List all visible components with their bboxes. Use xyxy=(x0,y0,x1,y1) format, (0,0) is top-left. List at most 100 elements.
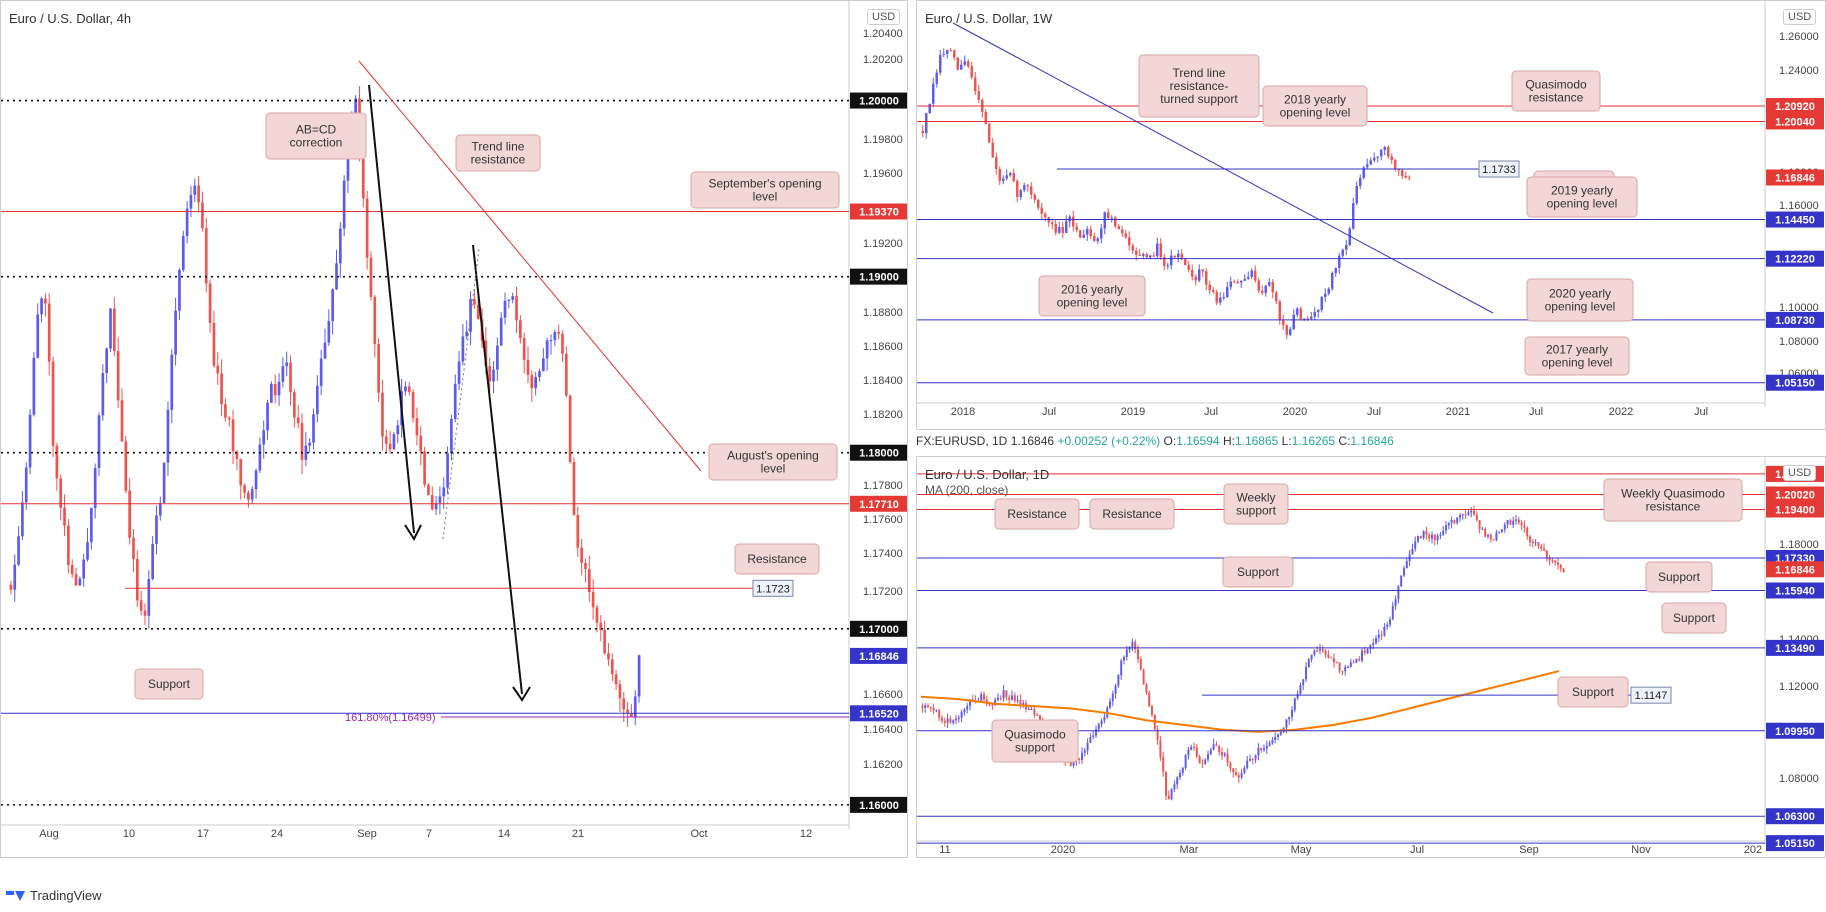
candle-body xyxy=(231,419,235,452)
candle-body xyxy=(17,536,20,565)
candle-body xyxy=(1177,253,1180,258)
candle-body xyxy=(1369,645,1372,649)
annotation-text: 2017 yearly xyxy=(1546,343,1608,357)
candle-body xyxy=(1201,763,1204,765)
candle-body xyxy=(158,502,162,516)
candle-body xyxy=(1170,789,1173,800)
annotation-box xyxy=(1223,483,1289,525)
fib-extension-label: 161.80%(1.16499) xyxy=(345,712,436,724)
candle-body xyxy=(365,198,369,258)
chart-1w-currency-button[interactable]: USD xyxy=(1783,9,1817,25)
candle-body xyxy=(266,402,269,431)
y-tick-label: 1.24000 xyxy=(1779,65,1819,77)
candle-body xyxy=(427,484,430,496)
chart-4h-currency-button[interactable]: USD xyxy=(867,9,901,25)
candle-body xyxy=(946,718,949,723)
candle-body xyxy=(1058,227,1061,233)
chart-1d-currency-button[interactable]: USD xyxy=(1783,465,1817,481)
candle-body xyxy=(116,351,120,401)
chart-1d-plot[interactable]: 1.180001.140001.120001.08000112020MarMay… xyxy=(917,457,1826,858)
tradingview-footer[interactable]: TradingView xyxy=(6,888,102,903)
candle-body xyxy=(1327,654,1330,658)
candle-body xyxy=(1523,525,1526,528)
candle-body xyxy=(1285,325,1288,335)
candle-body xyxy=(90,508,93,543)
candle-body xyxy=(289,362,292,393)
candle-body xyxy=(9,584,13,590)
candle-body xyxy=(1394,599,1397,607)
candle-body xyxy=(974,77,977,92)
candle-body xyxy=(1363,650,1366,653)
candle-body xyxy=(1278,301,1281,321)
candle-body xyxy=(1037,199,1040,208)
x-tick-label: 202 xyxy=(1744,844,1762,856)
candle-body xyxy=(1285,719,1288,728)
y-tick-label: 1.17200 xyxy=(863,586,903,598)
x-tick-label: Jul xyxy=(1367,406,1381,418)
candle-body xyxy=(212,322,216,366)
candle-body xyxy=(44,298,47,304)
chart-4h-plot[interactable]: 1.20400 1.20200 1.19800 1.19600 1.19200 1.188… xyxy=(1,1,908,858)
ma-indicator-label[interactable]: MA (200, close) xyxy=(925,483,1009,497)
candle-body xyxy=(1274,736,1277,740)
candle-body xyxy=(201,202,204,229)
candle-body xyxy=(1317,309,1320,312)
candle-body xyxy=(995,157,998,170)
candle-body xyxy=(78,578,82,586)
annotation-text: August's opening xyxy=(727,449,819,463)
quote-low: 1.16265 xyxy=(1291,434,1336,448)
candle-body xyxy=(1375,637,1377,644)
candle-body xyxy=(1271,281,1274,293)
candle-body xyxy=(1355,185,1358,204)
candle-body xyxy=(143,610,147,616)
level-box-tag xyxy=(1630,686,1672,704)
y-tick-label: 1.16200 xyxy=(863,759,903,771)
chart-1w-panel[interactable]: 1.260001.240001.220001.180001.160001.100… xyxy=(916,0,1826,430)
candle-body xyxy=(1320,296,1323,310)
y-tick-label: 1.18800 xyxy=(863,307,903,319)
candle-body xyxy=(1265,745,1268,749)
price-tag xyxy=(850,444,907,461)
candle-body xyxy=(1100,720,1103,725)
candle-body xyxy=(1531,541,1534,544)
candle-body xyxy=(522,338,526,360)
candle-body xyxy=(1219,297,1222,303)
candle-body xyxy=(1012,173,1015,182)
candle-body xyxy=(991,704,994,706)
candle-body xyxy=(1002,690,1005,699)
annotation-text: 2018 yearly xyxy=(1284,93,1346,107)
candle-body xyxy=(1352,662,1355,664)
candle-body xyxy=(929,707,932,709)
candle-body xyxy=(1515,519,1517,521)
chart-1w-plot[interactable]: 1.260001.240001.220001.180001.160001.100… xyxy=(917,1,1826,430)
candle-body xyxy=(1232,768,1235,773)
chart-4h-panel[interactable]: 1.20400 1.20200 1.19800 1.19600 1.19200 1.188… xyxy=(0,0,908,858)
candle-body xyxy=(1306,318,1309,320)
price-tag xyxy=(1766,113,1824,130)
price-tag xyxy=(1766,486,1824,503)
chart-1d-panel[interactable]: 1.180001.140001.120001.08000112020MarMay… xyxy=(916,456,1826,858)
x-tick-label: Jul xyxy=(1410,844,1424,856)
candle-body xyxy=(1509,520,1512,525)
candle-body xyxy=(568,395,572,462)
candle-body xyxy=(36,314,40,358)
candle-body xyxy=(1554,560,1557,563)
annotation-box xyxy=(265,112,367,160)
candle-body xyxy=(151,543,154,579)
candle-body xyxy=(300,423,304,460)
candle-body xyxy=(224,404,227,418)
candle-body xyxy=(1310,654,1313,660)
candle-body xyxy=(1002,178,1005,182)
candle-body xyxy=(1212,744,1215,750)
candle-body xyxy=(1205,271,1208,285)
candle-body xyxy=(1292,314,1295,330)
candle-body xyxy=(963,709,966,713)
candle-body xyxy=(496,345,499,370)
candle-body xyxy=(1221,752,1223,756)
x-tick-label: 17 xyxy=(197,828,209,840)
candle-body xyxy=(1512,520,1515,525)
candle-body xyxy=(1369,160,1372,165)
candle-body xyxy=(955,718,957,721)
candle-body xyxy=(515,296,518,321)
candle-body xyxy=(70,565,74,575)
